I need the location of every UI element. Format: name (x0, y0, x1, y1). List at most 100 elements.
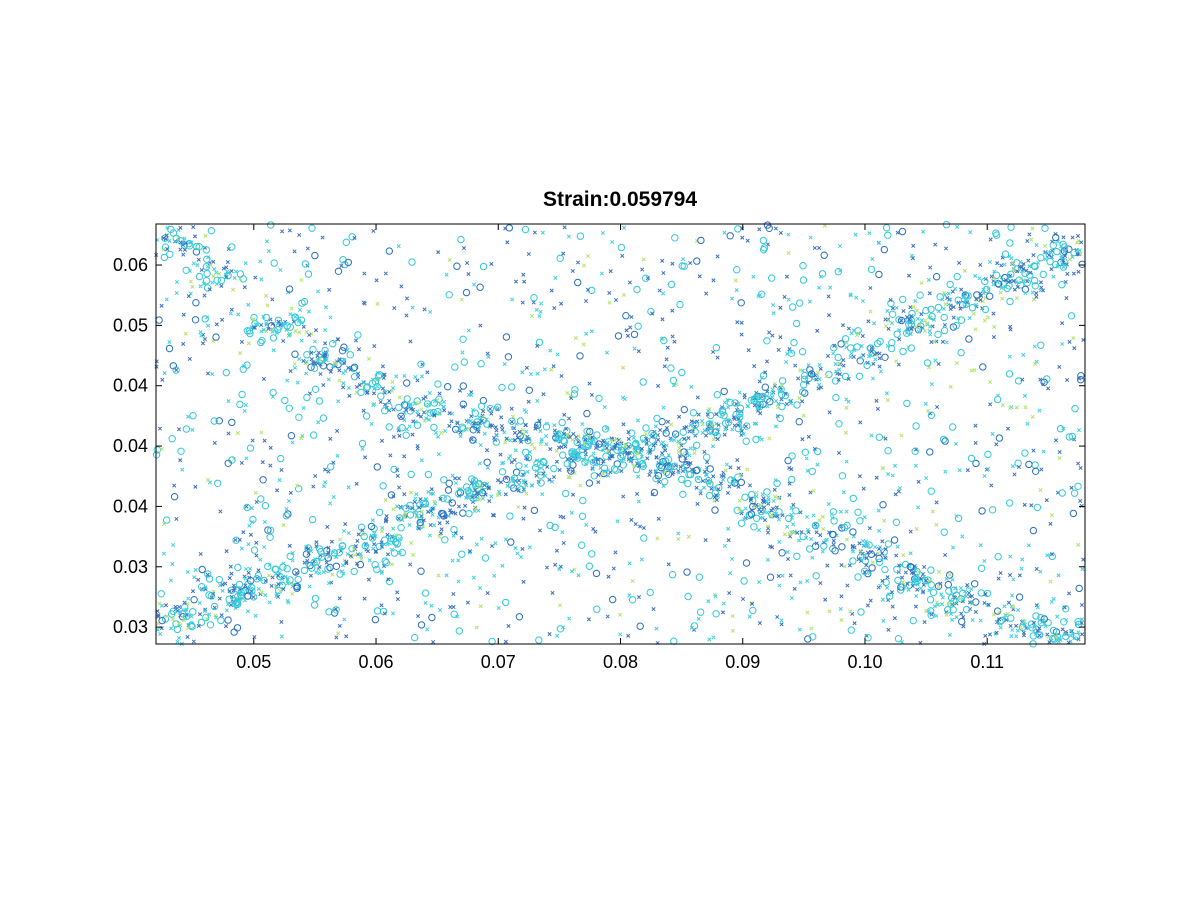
data-point-cross (921, 229, 926, 234)
data-point-cross (961, 614, 966, 620)
data-point-circle (198, 565, 206, 574)
data-point-cross (848, 609, 853, 614)
data-point-cross (989, 483, 994, 488)
data-point-circle (759, 236, 768, 245)
data-point-circle (168, 435, 176, 443)
data-point-cross (904, 330, 910, 335)
data-point-circle (310, 601, 319, 609)
data-point-cross (776, 517, 781, 522)
data-point-circle (807, 370, 816, 378)
data-point-cross (248, 532, 253, 537)
data-point-cross (228, 311, 233, 316)
data-point-circle (350, 567, 358, 576)
data-point-circle (1032, 612, 1040, 620)
data-point-cross (220, 317, 225, 322)
data-point-circle (940, 326, 949, 335)
data-point-cross (379, 603, 384, 608)
data-point-cross (885, 308, 890, 313)
data-point-circle (909, 616, 917, 625)
data-point-cross (943, 246, 949, 251)
data-point-circle (397, 524, 405, 532)
data-point-cross (396, 516, 401, 521)
data-point-cross (407, 424, 412, 429)
data-point-cross (556, 438, 561, 443)
data-point-circle (863, 361, 871, 370)
data-point-cross (880, 466, 885, 471)
data-point-cross (963, 302, 968, 307)
data-point-cross (196, 257, 201, 262)
data-point-cross (716, 422, 721, 428)
data-point-cross (910, 256, 915, 261)
data-point-cross (786, 251, 791, 256)
data-point-cross (1055, 614, 1060, 619)
data-point-cross (800, 399, 805, 404)
data-point-cross (476, 429, 481, 434)
data-point-cross (797, 627, 802, 632)
data-point-cross (456, 558, 461, 563)
data-point-cross (421, 518, 426, 523)
data-point-cross (287, 331, 293, 336)
data-point-cross (250, 520, 255, 525)
data-point-cross (231, 588, 236, 593)
data-point-cross (661, 405, 666, 410)
data-point-cross (370, 518, 375, 523)
data-point-cross (1079, 617, 1085, 622)
data-point-cross (936, 361, 941, 367)
data-point-circle (294, 575, 302, 584)
data-point-cross (498, 480, 504, 485)
data-point-cross (469, 393, 474, 398)
data-point-circle (776, 414, 784, 423)
data-point-cross (1072, 346, 1077, 351)
data-point-cross (227, 576, 232, 581)
data-point-circle (385, 577, 394, 586)
data-point-cross (900, 580, 905, 585)
data-point-cross (851, 354, 856, 359)
data-point-cross (360, 528, 365, 533)
data-point-circle (812, 572, 820, 580)
data-point-cross (304, 561, 309, 566)
data-point-cross (844, 509, 849, 514)
data-point-circle (897, 316, 906, 325)
data-point-cross (158, 631, 163, 636)
data-point-cross (953, 441, 959, 446)
data-point-cross (454, 429, 459, 434)
data-point-cross (565, 457, 570, 462)
data-point-circle (761, 383, 769, 391)
data-point-cross (780, 383, 785, 388)
data-point-cross (873, 544, 878, 550)
data-point-circle (899, 295, 907, 304)
data-point-cross (503, 639, 508, 644)
data-point-circle (236, 270, 245, 278)
data-point-circle (315, 397, 324, 405)
data-point-cross (604, 426, 609, 431)
data-point-circle (988, 506, 997, 514)
data-point-cross (629, 457, 634, 463)
data-point-circle (888, 339, 896, 347)
data-point-cross (892, 463, 898, 468)
data-point-circle (952, 591, 961, 599)
data-point-cross (397, 395, 402, 400)
data-point-cross (321, 484, 327, 489)
data-point-cross (307, 584, 312, 589)
data-point-cross (174, 290, 179, 296)
data-point-cross (783, 391, 788, 396)
data-point-cross (424, 416, 429, 421)
data-point-cross (1069, 485, 1074, 490)
data-point-cross (355, 538, 360, 543)
data-point-circle (1001, 250, 1010, 258)
data-point-cross (604, 445, 609, 450)
data-point-cross (624, 328, 629, 333)
data-point-circle (582, 435, 590, 443)
data-point-circle (477, 402, 486, 410)
data-point-circle (459, 382, 467, 390)
data-point-cross (752, 421, 757, 426)
data-point-cross (431, 523, 437, 528)
data-point-cross (205, 572, 210, 577)
data-point-cross (973, 440, 978, 445)
data-point-cross (384, 514, 389, 519)
data-point-circle (217, 276, 226, 285)
data-point-cross (858, 420, 863, 425)
data-point-cross (395, 473, 400, 478)
data-point-cross (848, 354, 853, 360)
data-point-cross (512, 438, 518, 443)
